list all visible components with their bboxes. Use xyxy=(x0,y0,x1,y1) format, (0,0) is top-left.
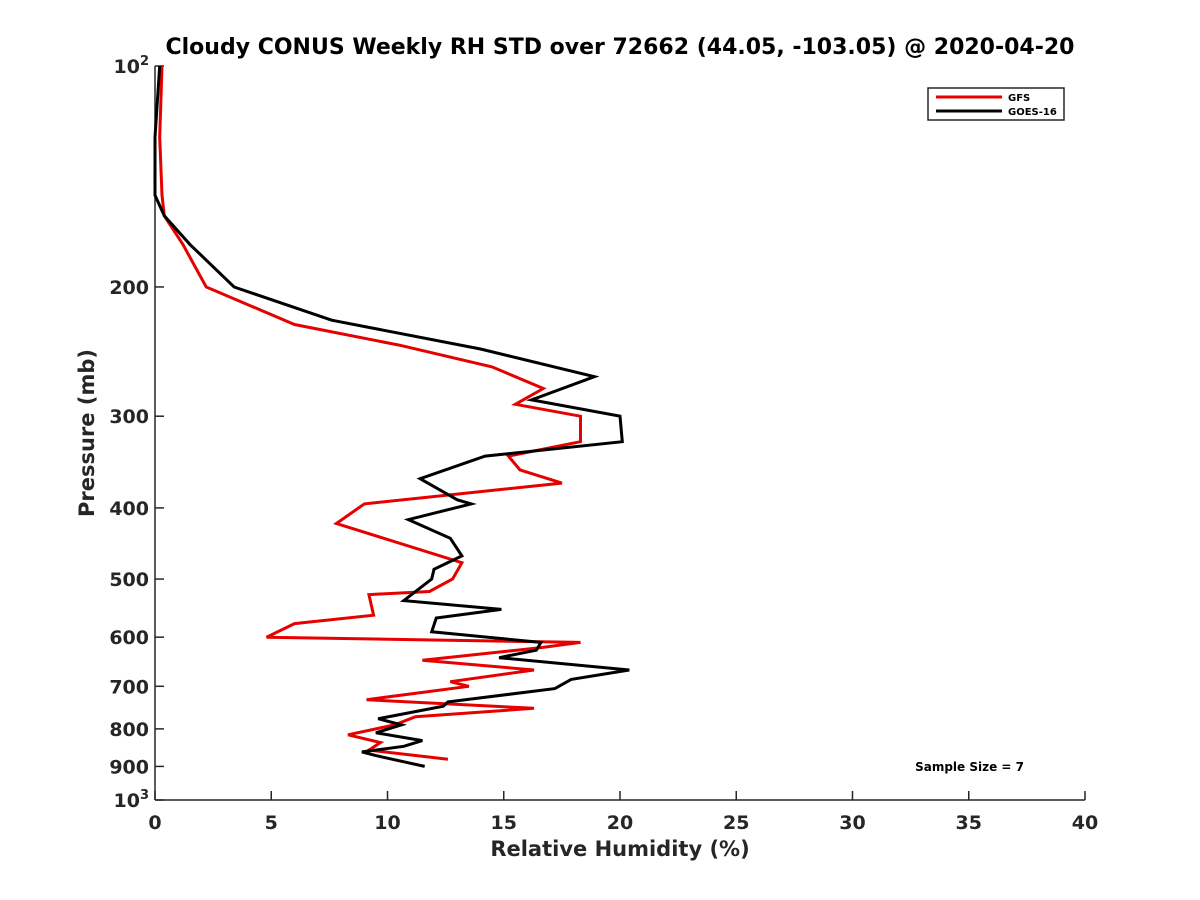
legend-box xyxy=(927,87,1065,121)
y-tick-label: 102 xyxy=(114,54,150,78)
y-tick-label: 600 xyxy=(109,627,149,649)
x-tick-label: 25 xyxy=(723,812,749,834)
legend-label: GOES-16 xyxy=(1008,107,1057,118)
legend: GFS GOES-16 xyxy=(927,87,1065,121)
y-tick-label: 300 xyxy=(109,406,149,428)
x-axis-label: Relative Humidity (%) xyxy=(490,837,749,861)
y-tick-label: 700 xyxy=(109,676,149,698)
series-line-goes-16 xyxy=(153,65,630,768)
y-tick-label: 800 xyxy=(109,719,149,741)
legend-label: GFS xyxy=(1008,93,1030,104)
sample-size-annotation: Sample Size = 7 xyxy=(915,760,1024,774)
x-tick-label: 20 xyxy=(607,812,633,834)
y-tick-label: 900 xyxy=(109,756,149,778)
y-axis-label: Pressure (mb) xyxy=(75,349,99,517)
x-tick-label: 30 xyxy=(839,812,865,834)
x-tick-label: 40 xyxy=(1072,812,1098,834)
y-tick-label: 400 xyxy=(109,498,149,520)
chart-title: Cloudy CONUS Weekly RH STD over 72662 (4… xyxy=(166,35,1075,60)
y-tick-label: 500 xyxy=(109,569,149,591)
y-tick-label: 200 xyxy=(109,277,149,299)
x-tick-label: 10 xyxy=(374,812,400,834)
axes: 0 5 10 15 20 25 30 35 40 102 200 300 400 500 600 700 800… xyxy=(109,54,1098,834)
series-line-gfs xyxy=(158,65,582,761)
x-tick-label: 5 xyxy=(265,812,278,834)
x-tick-label: 15 xyxy=(491,812,517,834)
y-tick-label: 103 xyxy=(114,788,150,812)
x-tick-label: 0 xyxy=(148,812,161,834)
series-lines xyxy=(153,65,630,768)
x-tick-label: 35 xyxy=(956,812,982,834)
